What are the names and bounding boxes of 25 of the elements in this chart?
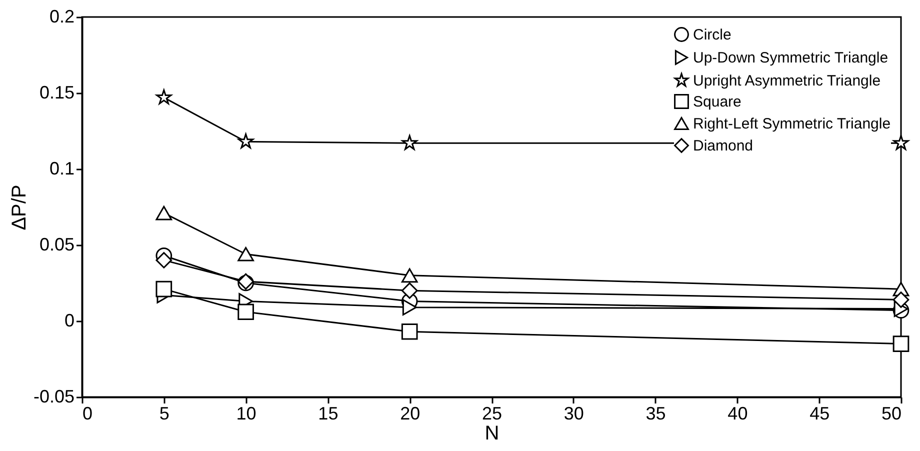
x-tick-label: 45: [810, 404, 830, 424]
x-tick-label: 10: [236, 404, 256, 424]
x-tick-label: 35: [646, 404, 666, 424]
y-tick-label: 0.15: [39, 82, 74, 102]
y-tick-label: -0.05: [33, 386, 74, 406]
legend-label: Circle: [693, 26, 732, 44]
x-tick-label: 30: [564, 404, 584, 424]
x-tick-label: 40: [728, 404, 748, 424]
legend-label: Diamond: [693, 138, 754, 154]
legend-label: Upright Asymmetric Triangle: [693, 72, 881, 90]
y-tick-label: 0.2: [49, 6, 74, 26]
y-axis-title: ΔP/P: [8, 184, 30, 230]
legend-label: Right-Left Symmetric Triangle: [693, 116, 891, 132]
x-tick-label: 20: [400, 404, 420, 424]
y-tick-label: 0.05: [39, 234, 74, 254]
legend-label: Up-Down Symmetric Triangle: [693, 50, 888, 66]
x-tick-label: 5: [159, 404, 170, 424]
y-tick-label: 0: [64, 310, 74, 330]
x-tick-label: 50: [881, 404, 902, 424]
x-tick-label: 0: [82, 404, 93, 424]
x-tick-label: 15: [318, 404, 338, 424]
y-tick-label: 0.1: [49, 158, 74, 178]
x-tick-label: 25: [482, 404, 502, 424]
x-axis-title: N: [484, 422, 500, 444]
legend-label: Square: [693, 94, 742, 110]
